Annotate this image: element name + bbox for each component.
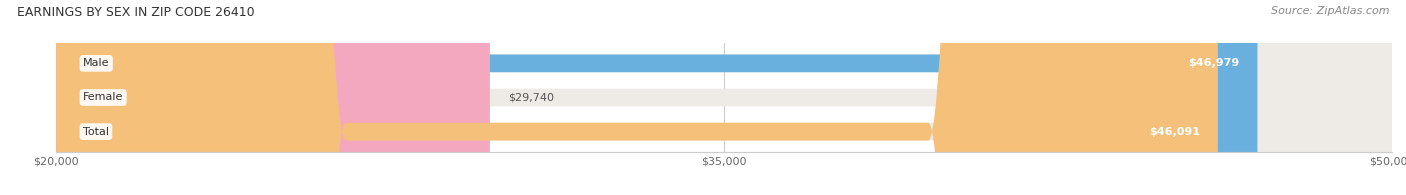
Text: Male: Male [83,58,110,68]
Text: EARNINGS BY SEX IN ZIP CODE 26410: EARNINGS BY SEX IN ZIP CODE 26410 [17,6,254,19]
Text: $46,979: $46,979 [1188,58,1240,68]
FancyBboxPatch shape [56,0,1392,195]
Text: Total: Total [83,127,108,137]
FancyBboxPatch shape [56,0,1392,195]
FancyBboxPatch shape [56,0,1218,195]
FancyBboxPatch shape [56,0,489,195]
Text: Female: Female [83,92,124,103]
FancyBboxPatch shape [56,0,1392,195]
Text: Source: ZipAtlas.com: Source: ZipAtlas.com [1271,6,1389,16]
Text: $46,091: $46,091 [1149,127,1201,137]
Text: $29,740: $29,740 [508,92,554,103]
FancyBboxPatch shape [56,0,1257,195]
